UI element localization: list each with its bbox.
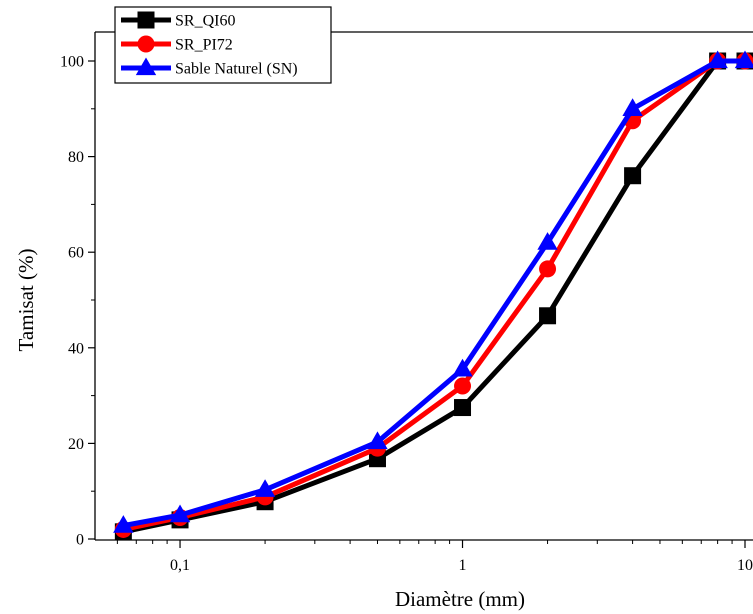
legend: SR_QI60 SR_PI72 Sable Naturel (SN) bbox=[114, 6, 332, 84]
data-point bbox=[169, 504, 191, 523]
y-tick-label: 100 bbox=[60, 54, 84, 71]
y-axis: 0 20 40 60 80 100 bbox=[60, 54, 95, 549]
data-point bbox=[113, 515, 134, 533]
y-axis-title: Tamisat (%) bbox=[14, 249, 38, 352]
data-point bbox=[539, 307, 557, 325]
series-3 bbox=[113, 50, 753, 533]
series-line bbox=[122, 58, 745, 532]
legend-label: SR_PI72 bbox=[175, 37, 233, 54]
legend-item: SR_PI72 bbox=[121, 35, 233, 54]
data-point bbox=[707, 50, 728, 69]
data-point bbox=[454, 377, 472, 395]
y-tick-label: 0 bbox=[76, 532, 84, 549]
x-axis-title: Diamètre (mm) bbox=[395, 587, 525, 611]
data-point bbox=[539, 260, 557, 278]
data-point bbox=[367, 431, 388, 450]
data-point bbox=[452, 358, 473, 377]
data-point bbox=[624, 167, 642, 185]
data-point bbox=[622, 98, 643, 116]
legend-label: SR_QI60 bbox=[175, 13, 235, 30]
series-layer bbox=[113, 50, 753, 540]
legend-marker bbox=[137, 11, 155, 29]
legend-marker bbox=[135, 57, 157, 76]
x-tick-label: 10 bbox=[737, 557, 753, 574]
y-tick-label: 80 bbox=[68, 149, 84, 166]
series-1 bbox=[114, 52, 753, 540]
x-tick-label: 1 bbox=[459, 557, 467, 574]
y-tick-label: 60 bbox=[68, 245, 84, 262]
data-point bbox=[734, 50, 753, 69]
x-tick-label: 0,1 bbox=[170, 557, 190, 574]
series-line bbox=[122, 58, 745, 529]
data-point bbox=[537, 232, 558, 250]
data-point bbox=[454, 399, 472, 417]
series-2 bbox=[114, 52, 753, 538]
series-line bbox=[122, 58, 745, 535]
legend-item: Sable Naturel (SN) bbox=[121, 57, 298, 78]
x-axis: 0,1 1 10 bbox=[116, 540, 753, 574]
legend-label: Sable Naturel (SN) bbox=[175, 61, 298, 78]
legend-item: SR_QI60 bbox=[121, 11, 235, 30]
legend-marker bbox=[137, 35, 155, 53]
y-tick-label: 40 bbox=[68, 340, 84, 357]
y-tick-label: 20 bbox=[68, 436, 84, 453]
data-point bbox=[254, 479, 276, 497]
